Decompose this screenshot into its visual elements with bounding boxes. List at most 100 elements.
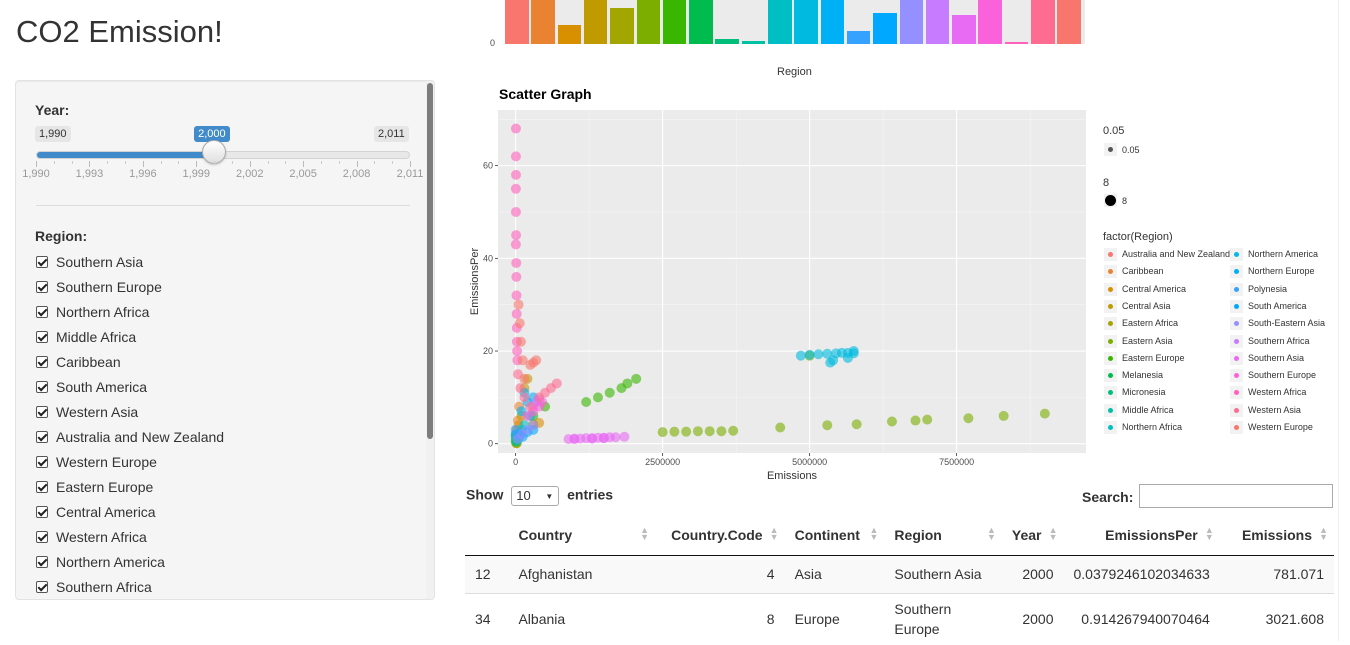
checkbox-checked-icon[interactable] [36,381,48,393]
sort-icon[interactable]: ▲ ▼ [640,525,649,542]
table-cell: 781.071 [1219,555,1334,593]
scatter-point [510,151,521,162]
slider-tick [303,161,305,167]
slider-tick [410,161,411,167]
checkbox-checked-icon[interactable] [36,456,48,468]
slider-tick-label: 1,990 [22,168,50,180]
table-row[interactable]: 12 Afghanistan 4 Asia Southern Asia 2000 0.037… [465,555,1334,593]
region-checkbox-item[interactable]: Southern Europe [36,276,162,298]
table-cell: 0.914267940070464 [1063,592,1220,645]
legend-region-label: Eastern Europe [1122,352,1185,363]
bar-mark [925,0,950,44]
region-checkbox-item[interactable]: Southern Asia [36,251,143,273]
checkbox-checked-icon[interactable] [36,356,48,368]
scatter-point [511,230,522,241]
region-checkbox-item[interactable]: Western Africa [36,526,147,548]
checkbox-checked-icon[interactable] [36,306,48,318]
sort-icon[interactable]: ▲ ▼ [769,525,779,542]
region-checkbox-item[interactable]: Northern Africa [36,301,149,323]
checkbox-checked-icon[interactable] [36,581,48,593]
sidebar-panel: Year: 1,990 2,000 2,011 1,990 1,993 1,996 1… [15,80,435,600]
page-scrollbar[interactable] [1338,0,1350,641]
sidebar-scrollbar[interactable] [426,81,434,599]
scatter-point [828,355,839,366]
scatter-point [692,426,703,437]
scatter-point [510,239,521,250]
bar-mark [715,38,739,44]
sort-icon[interactable]: ▲ ▼ [1048,525,1058,542]
sort-icon[interactable]: ▲ ▼ [986,525,996,542]
checkbox-checked-icon[interactable] [36,281,48,293]
legend-region-label: Western Africa [1248,387,1307,398]
region-checkbox-label: Western Africa [56,529,147,545]
region-checkbox-item[interactable]: Western Europe [36,451,157,473]
column-header[interactable]: Country.Code ▲ ▼ [655,515,785,556]
search-label: Search: [1082,489,1134,505]
region-checkbox-item[interactable]: Eastern Europe [36,476,153,498]
sort-icon[interactable]: ▲ ▼ [1319,525,1328,542]
column-header[interactable]: Country ▲ ▼ [508,515,655,556]
bar-mark [768,0,792,44]
region-checkbox-label: Northern Africa [56,304,150,320]
x-axis-label: Emissions [767,470,818,482]
bar-chart-panel [505,0,1085,44]
legend-region-label: Melanesia [1122,370,1164,381]
column-header[interactable]: EmissionsPer ▲ ▼ [1063,515,1220,556]
legend-region-label: Western Europe [1248,422,1313,432]
slider-tick-label: 2,002 [235,168,264,180]
legend-color-dot [1234,355,1239,361]
region-checkbox-item[interactable]: Caribbean [36,351,121,373]
scatter-point [851,419,862,430]
table-cell: Southern Europe [884,592,1002,645]
search-input[interactable] [1139,484,1333,508]
y-tick-label: 60 [483,161,493,171]
column-header[interactable]: Year ▲ ▼ [1001,515,1064,556]
scatter-point [510,169,521,180]
checkbox-checked-icon[interactable] [36,431,48,443]
slider-minor-tick [160,161,162,164]
region-checkbox-item[interactable]: South America [36,376,147,398]
checkbox-checked-icon[interactable] [36,331,48,343]
scatter-point [610,432,621,443]
legend-region-label: Australia and New Zealand [1122,249,1231,259]
bar-y-tick-label: 0 [490,38,496,48]
column-header[interactable]: Emissions ▲ ▼ [1219,515,1334,556]
checkbox-checked-icon[interactable] [36,406,48,418]
column-header[interactable]: Continent ▲ ▼ [784,515,885,556]
region-checkbox-item[interactable]: Middle Africa [36,326,136,348]
year-slider-handle[interactable] [202,140,227,164]
x-tick-label: 7500000 [939,457,974,467]
table-row[interactable]: 34 Albania 8 Europe Southern Europe 2000 0.914… [465,592,1334,645]
checkbox-checked-icon[interactable] [36,556,48,568]
region-checkbox-item[interactable]: Central America [36,501,156,523]
region-checkbox-item[interactable]: Southern Africa [36,576,152,598]
sidebar-scroll-thumb[interactable] [427,83,433,439]
sort-icon[interactable]: ▲ ▼ [1204,525,1214,542]
region-checkbox-label: Southern Asia [56,254,144,270]
checkbox-checked-icon[interactable] [36,481,48,493]
sort-icon[interactable]: ▲ ▼ [869,525,879,542]
legend-color-title: factor(Region) [1103,231,1173,243]
legend-color-dot [1108,286,1113,292]
scatter-point [581,397,592,408]
slider-tick [356,161,358,167]
column-header[interactable]: Region ▲ ▼ [884,515,1002,556]
x-tick-label: 2500000 [645,457,680,467]
checkbox-checked-icon[interactable] [36,531,48,543]
legend-color-dot [1108,373,1113,379]
scatter-point [813,349,824,360]
region-checkbox-label: Southern Europe [56,279,162,295]
column-header [465,515,509,556]
region-checkbox-item[interactable]: Northern America [36,551,165,573]
region-checkbox-item[interactable]: Western Asia [36,401,138,423]
checkbox-checked-icon[interactable] [36,256,48,268]
scatter-point [716,426,727,437]
scatter-point [551,378,562,389]
region-checkbox-item[interactable]: Australia and New Zealand [36,426,224,448]
legend-color-dot [1234,425,1239,430]
entries-select[interactable]: 10 [511,486,560,506]
legend-color-dot [1108,425,1113,430]
y-axis-label: EmissionsPer [469,248,481,316]
slider-minor-tick [107,161,109,164]
checkbox-checked-icon[interactable] [36,506,48,518]
